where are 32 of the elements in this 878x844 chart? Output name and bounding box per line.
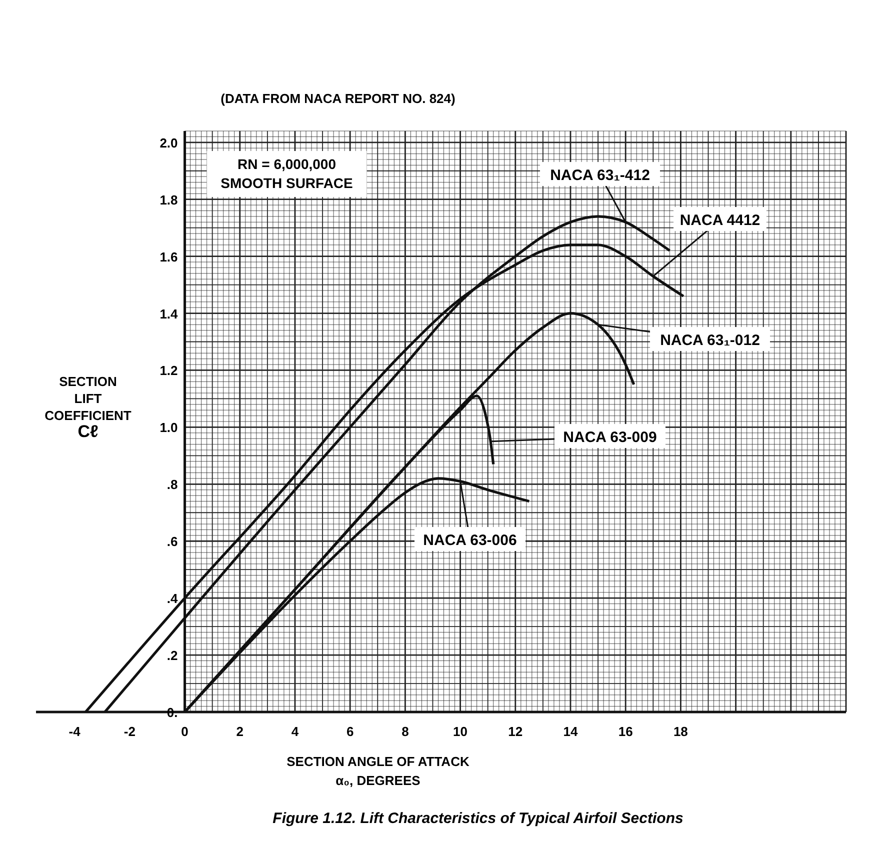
text: NACA 63-006 [423,532,517,549]
x-tick-label: 8 [402,724,409,739]
text: Figure 1.12. Lift Characteristics of Typical Airfoil Sections [272,810,684,827]
y-tick-label: .2 [166,648,178,664]
y-tick-label: 1.6 [160,249,178,264]
x-tick-label: 0 [181,724,188,739]
x-axis-title: SECTION ANGLE OF ATTACK α₀, DEGREES [286,754,470,788]
x-tick-label: -2 [124,724,136,739]
x-tick-label: 6 [346,724,354,739]
x-tick-label: 10 [453,724,468,739]
text: NACA 63-009 [563,429,657,446]
y-tick-label: 1.4 [160,306,179,322]
x-tick-label: 14 [563,724,578,739]
x-tick-label: 12 [508,724,523,739]
y-tick-label: 1.0 [160,420,178,436]
y-axis-title: SECTION LIFT COEFFICIENT Cℓ [44,374,132,441]
chart-subtitle: (DATA FROM NACA REPORT NO. 824) [220,91,456,106]
x-tick-label: 2 [236,724,244,739]
y-tick-label: 1.8 [160,192,178,208]
x-tick-label: 4 [291,724,300,739]
x-tick-label: 16 [618,724,633,739]
y-tick-label: .4 [166,591,179,606]
x-tick-label: -4 [68,724,82,739]
text: NACA 63₁-012 [660,332,760,349]
annotation: RN = 6,000,000 SMOOTH SURFACE [220,156,353,191]
y-tick-label: .6 [166,534,178,550]
y-tick-label: .8 [166,477,178,492]
text: NACA 63₁-412 [550,167,650,184]
x-tick-label: 18 [673,724,688,739]
y-tick-label: 1.2 [160,363,178,378]
y-tick-label: 2.0 [160,135,178,150]
text: NACA 4412 [680,212,760,229]
